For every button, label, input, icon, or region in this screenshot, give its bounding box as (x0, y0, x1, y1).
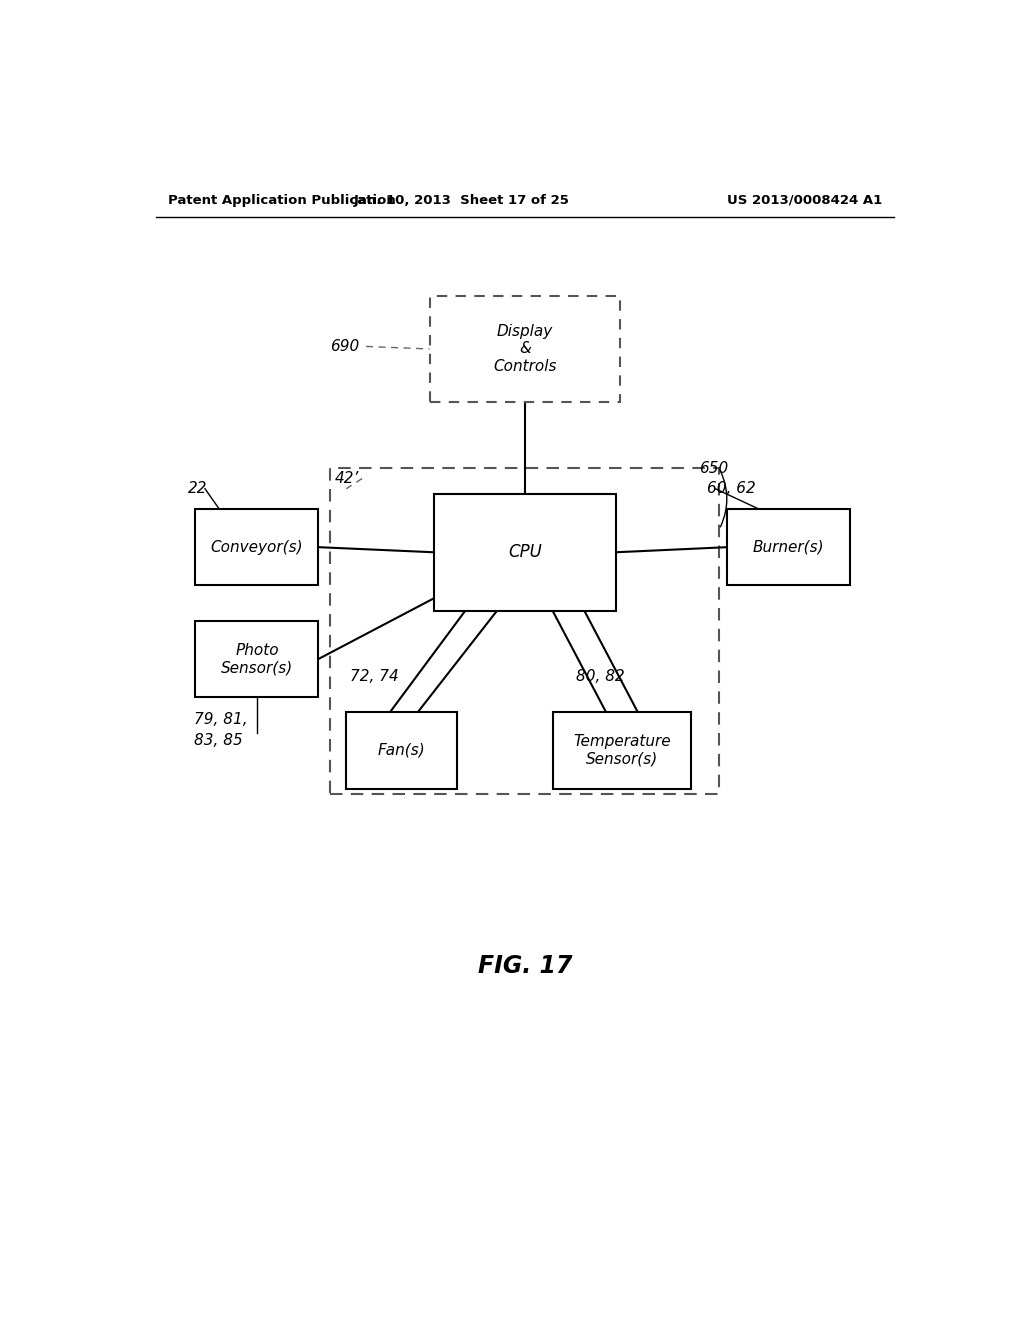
Bar (196, 620, 318, 697)
Text: Burner(s): Burner(s) (753, 540, 824, 554)
Bar (331, 469, 719, 793)
Bar (433, 494, 616, 611)
Bar (727, 510, 850, 585)
Bar (196, 510, 318, 585)
Text: 690: 690 (331, 339, 359, 354)
Text: FIG. 17: FIG. 17 (477, 954, 572, 978)
Bar (430, 296, 621, 403)
Text: Conveyor(s): Conveyor(s) (211, 540, 303, 554)
Text: Temperature
Sensor(s): Temperature Sensor(s) (573, 734, 671, 767)
Bar (346, 713, 458, 788)
Text: 60, 62: 60, 62 (708, 482, 756, 496)
Text: Photo
Sensor(s): Photo Sensor(s) (221, 643, 293, 675)
Text: Fan(s): Fan(s) (378, 743, 426, 758)
Text: 650: 650 (699, 461, 729, 477)
Text: Patent Application Publication: Patent Application Publication (168, 194, 395, 207)
Text: CPU: CPU (508, 544, 542, 561)
Bar (553, 713, 691, 788)
Text: 79, 81,
83, 85: 79, 81, 83, 85 (194, 713, 248, 748)
Text: 22: 22 (187, 482, 207, 496)
Text: 42’: 42’ (334, 471, 358, 486)
Text: Jan. 10, 2013  Sheet 17 of 25: Jan. 10, 2013 Sheet 17 of 25 (353, 194, 569, 207)
Text: US 2013/0008424 A1: US 2013/0008424 A1 (727, 194, 882, 207)
Text: 72, 74: 72, 74 (350, 669, 399, 684)
Text: Display
&
Controls: Display & Controls (493, 325, 557, 374)
Text: 80, 82: 80, 82 (577, 669, 625, 684)
